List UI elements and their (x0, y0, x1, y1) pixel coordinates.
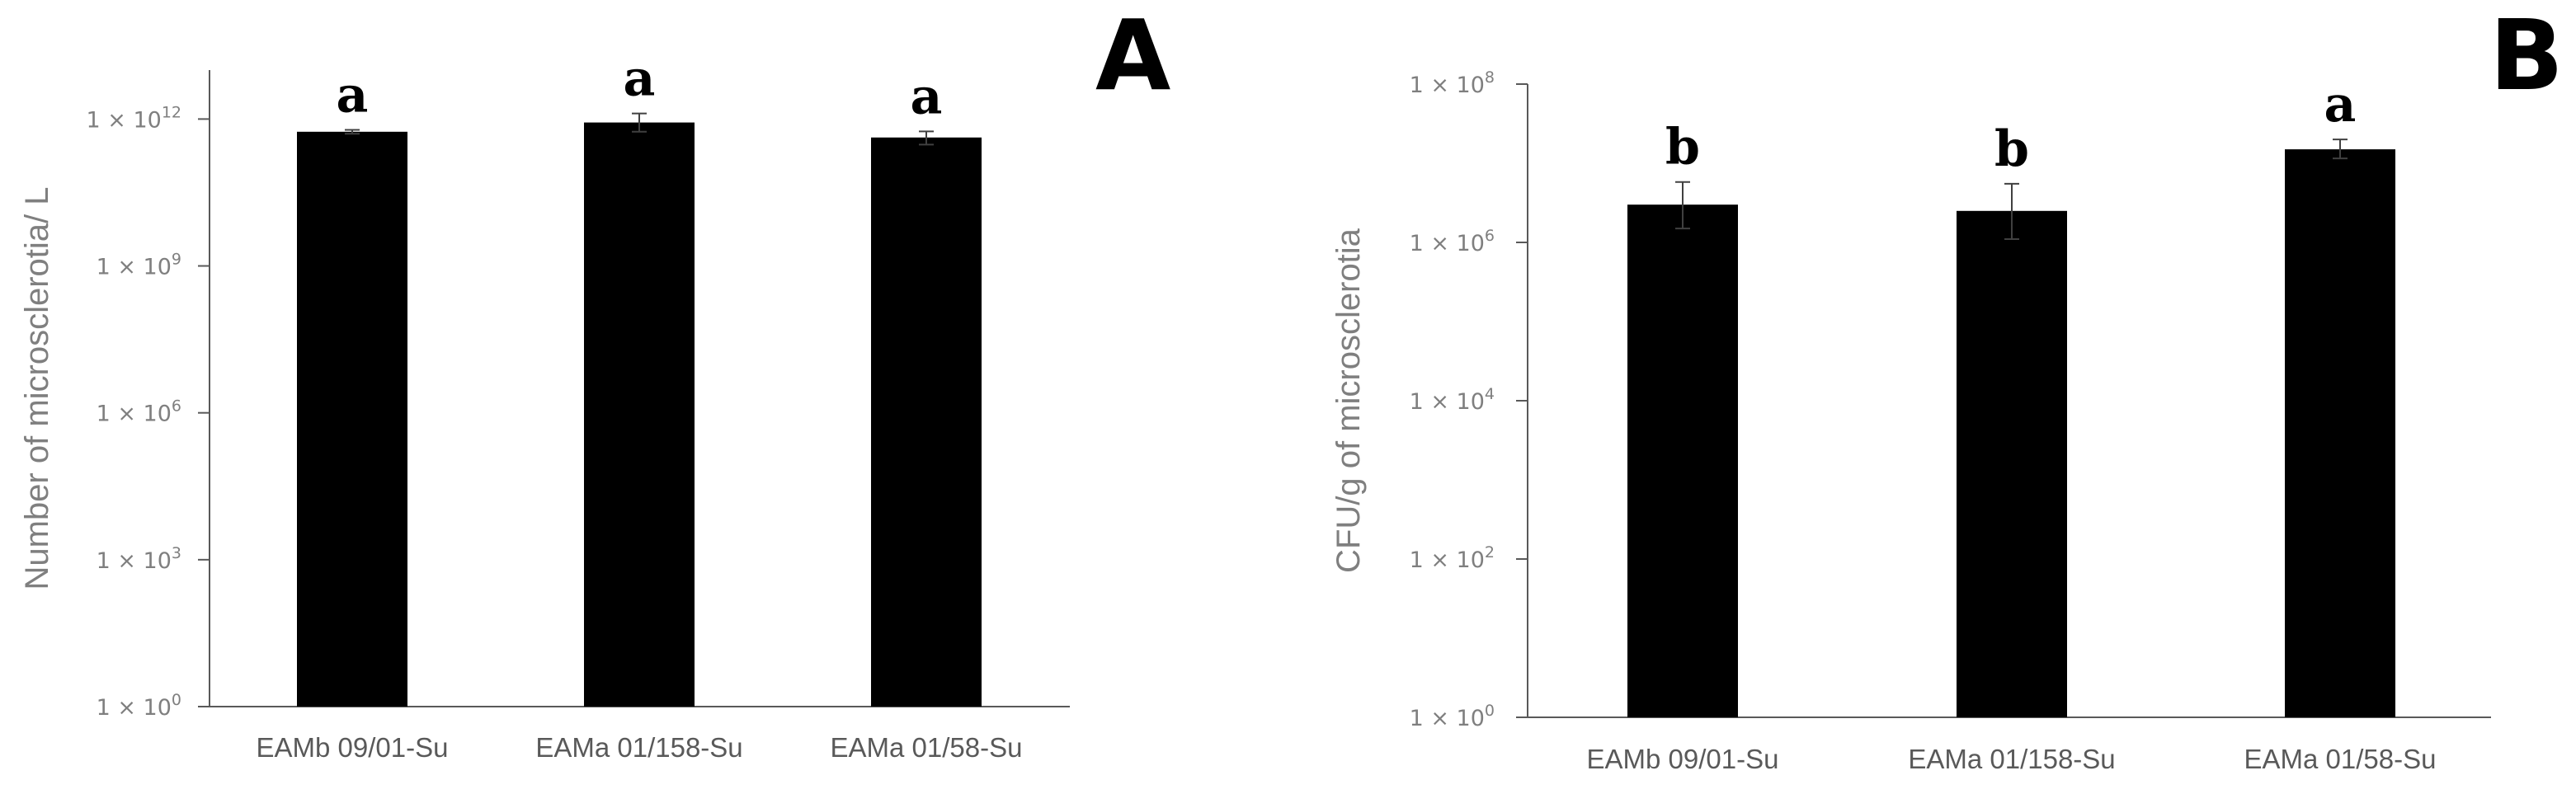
panel-letter-a: A (1095, 0, 1170, 112)
bar (584, 122, 695, 707)
panel-b: B 1 × 100 1 × 102 1 × 104 1 × 106 1 × 108 CFU… (1330, 0, 2564, 774)
bar (1627, 204, 1738, 718)
significance-letter: a (337, 67, 369, 125)
x-tick-label: EAMb 09/01-Su (257, 732, 449, 763)
significance-letter: b (1994, 120, 2029, 178)
y-tick-label: 1 × 1012 (86, 103, 181, 133)
y-tick-label: 1 × 100 (97, 691, 181, 721)
y-tick-label: 1 × 104 (1410, 385, 1495, 415)
bar (871, 137, 982, 707)
bar (297, 131, 407, 707)
x-tick-label: EAMa 01/58-Su (2244, 744, 2437, 774)
y-axis-title: CFU/g of microsclerotia (1330, 228, 1367, 573)
significance-letter: a (624, 50, 656, 108)
x-tick-label: EAMb 09/01-Su (1587, 744, 1779, 774)
bar (2285, 149, 2395, 718)
significance-letter: b (1665, 119, 1700, 176)
y-tick-label: 1 × 103 (97, 544, 181, 574)
y-tick-label: 1 × 106 (1410, 227, 1495, 256)
bar (1957, 210, 2067, 718)
y-tick-label: 1 × 102 (1410, 543, 1495, 573)
y-tick-label: 1 × 108 (1410, 68, 1495, 98)
significance-letter: a (2324, 76, 2357, 134)
panel-letter-b: B (2489, 0, 2564, 112)
x-tick-label: EAMa 01/58-Su (831, 732, 1023, 763)
x-tick-label: EAMa 01/158-Su (1908, 744, 2115, 774)
x-tick-label: EAMa 01/158-Su (535, 732, 742, 763)
significance-letter: a (911, 68, 943, 125)
y-tick-label: 1 × 109 (97, 251, 181, 280)
y-tick-label: 1 × 106 (97, 397, 181, 427)
y-axis-title: Number of microsclerotia/ L (19, 186, 55, 590)
y-tick-label: 1 × 100 (1410, 702, 1495, 731)
panel-a: A 1 × 100 1 × 103 1 × 106 1 × 109 1 × 1012 Nu… (19, 0, 1170, 763)
